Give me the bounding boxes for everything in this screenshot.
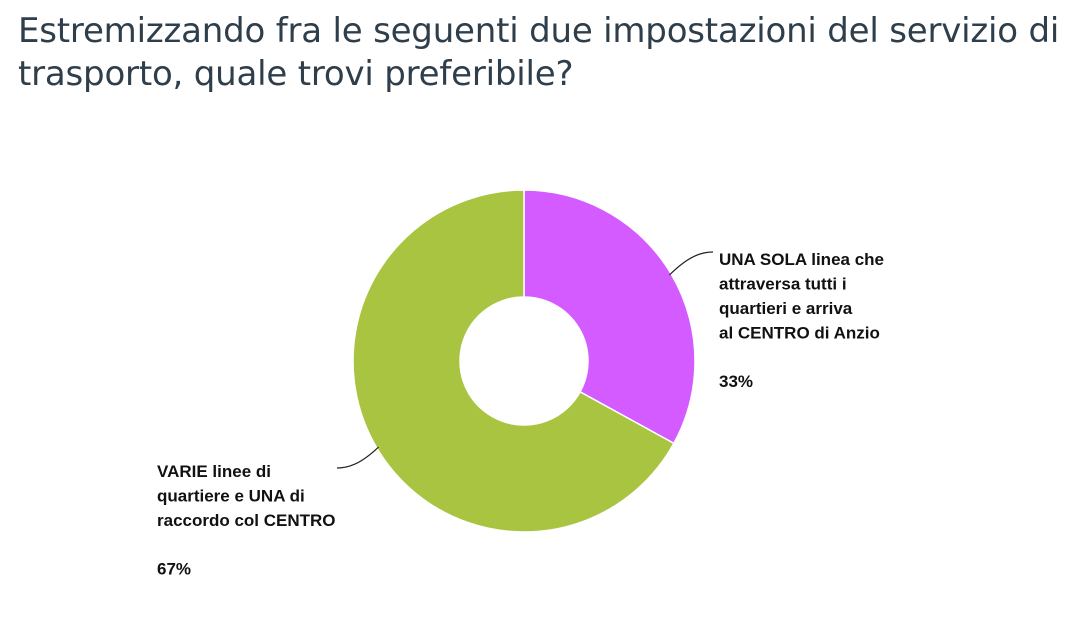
slice-1-label-line-2: attraversa tutti i [719,275,847,294]
leader-lines [336,251,714,469]
chart-title: Estremizzando fra le seguenti due impost… [18,11,1060,94]
donut-slice-2 [352,189,675,533]
leader-line-1 [669,251,714,276]
slice-2-label-line-3: raccordo col CENTRO [157,511,336,530]
slice-labels: UNA SOLA linea che attraversa tutti i quar… [157,250,884,579]
slice-1-label-line-4: al CENTRO di Anzio [719,324,880,343]
leader-line-2 [336,446,379,469]
slice-1-percent-label: 33% [719,372,753,391]
donut-slices [352,189,696,533]
slice-1-label-line-3: quartieri e arriva [719,299,853,318]
slice-2-percent-label: 67% [157,560,191,579]
slice-2-label-line-1: VARIE linee di [157,462,271,481]
slice-1-label-line-1: UNA SOLA linea che [719,250,884,269]
donut-slice-1 [523,189,696,445]
slice-2-label-line-2: quartiere e UNA di [157,487,305,506]
